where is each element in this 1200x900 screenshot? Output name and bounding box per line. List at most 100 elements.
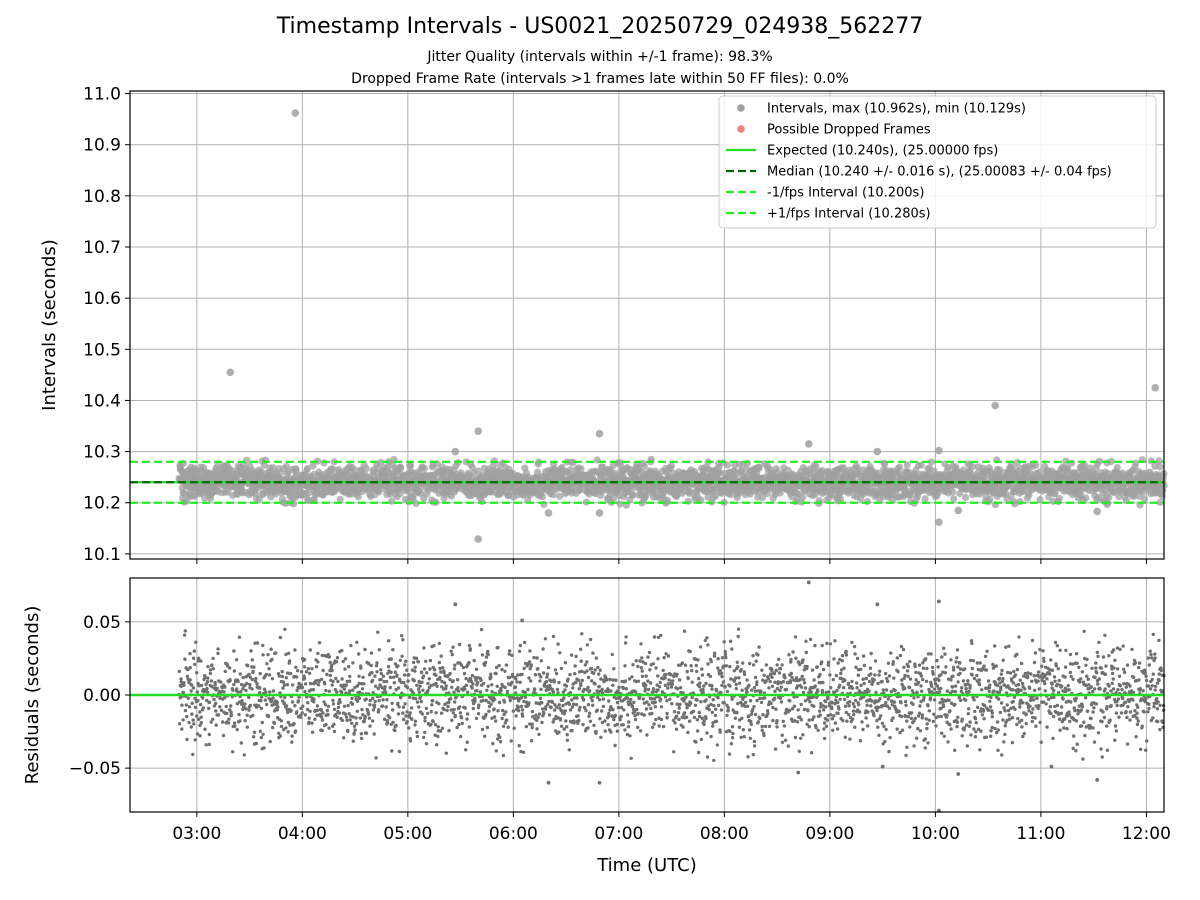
- residual-point: [644, 707, 649, 711]
- residual-point: [474, 716, 479, 721]
- residual-point: [535, 656, 539, 660]
- residual-point: [528, 722, 532, 726]
- residual-point: [681, 691, 685, 695]
- residual-point: [251, 669, 255, 673]
- residual-point: [445, 708, 449, 713]
- interval-point: [420, 464, 428, 472]
- residual-point: [253, 679, 258, 683]
- residual-point: [405, 685, 410, 690]
- residual-point: [559, 666, 564, 671]
- residual-point: [250, 687, 254, 691]
- residual-point: [565, 738, 570, 742]
- residual-point: [491, 741, 495, 746]
- interval-outlier-point: [451, 447, 460, 456]
- interval-point: [758, 494, 767, 502]
- residual-point: [505, 718, 509, 722]
- residual-point: [464, 683, 468, 687]
- residual-point: [359, 732, 363, 736]
- residual-point: [403, 702, 407, 706]
- residual-point: [355, 640, 359, 644]
- residual-point: [282, 683, 287, 687]
- residual-point: [467, 725, 471, 729]
- residual-point: [389, 657, 394, 661]
- residual-point: [358, 690, 362, 694]
- residual-point: [651, 690, 655, 694]
- residual-point: [691, 709, 696, 714]
- residual-point: [514, 677, 518, 681]
- residual-point: [689, 664, 693, 668]
- residual-point: [371, 708, 376, 712]
- residual-point: [232, 682, 236, 687]
- residual-point: [239, 690, 243, 694]
- residual-point: [478, 643, 482, 647]
- residual-point: [497, 663, 501, 668]
- residual-point: [523, 640, 527, 645]
- residual-point: [481, 681, 486, 686]
- residual-point: [204, 743, 208, 747]
- residual-point: [355, 699, 360, 703]
- residual-point: [342, 704, 347, 708]
- residual-point: [575, 696, 579, 700]
- residual-point: [479, 627, 484, 632]
- residual-point: [492, 707, 496, 711]
- residual-point: [652, 722, 656, 726]
- legend-label-3: Median (10.240 +/- 0.016 s), (25.00083 +…: [767, 165, 1112, 180]
- residual-point: [586, 726, 590, 730]
- residual-point: [434, 681, 438, 686]
- residual-point: [350, 721, 354, 725]
- residual-point: [476, 712, 481, 716]
- residual-point: [300, 711, 304, 715]
- residual-point: [686, 730, 690, 735]
- residual-point: [288, 671, 293, 676]
- residual-point: [587, 711, 592, 715]
- residual-point: [433, 723, 438, 727]
- residual-point: [673, 721, 677, 725]
- residual-point: [325, 672, 329, 677]
- residual-point: [183, 708, 188, 713]
- residual-point: [603, 719, 607, 723]
- residual-point: [323, 682, 327, 686]
- residual-point: [363, 715, 367, 719]
- residual-point: [189, 725, 193, 729]
- residual-point: [216, 647, 220, 651]
- residual-point: [510, 653, 514, 657]
- residual-point: [581, 722, 585, 727]
- interval-outlier-point: [935, 518, 943, 526]
- residual-point: [303, 682, 308, 686]
- residual-point: [502, 712, 506, 717]
- residual-point: [520, 672, 524, 677]
- residual-point: [583, 663, 587, 667]
- residual-point: [308, 709, 312, 713]
- residual-point: [579, 683, 583, 688]
- residual-point: [193, 662, 197, 667]
- residual-point: [374, 756, 378, 760]
- residual-point: [262, 746, 266, 750]
- residual-point: [310, 730, 315, 734]
- residual-point: [185, 714, 189, 719]
- residual-point: [452, 690, 456, 694]
- residual-point: [681, 725, 685, 729]
- residual-point: [335, 715, 339, 719]
- residual-point: [439, 711, 444, 715]
- residual-point: [656, 657, 660, 661]
- residual-point: [394, 688, 398, 692]
- interval-point: [282, 462, 291, 470]
- interval-point: [723, 461, 732, 469]
- residual-point: [323, 703, 328, 707]
- interval-point: [640, 462, 648, 470]
- residual-point: [207, 700, 212, 704]
- residual-point: [247, 672, 251, 677]
- residual-point: [655, 683, 659, 687]
- residual-point: [569, 653, 574, 657]
- residual-point: [286, 651, 291, 655]
- residual-point: [616, 705, 621, 710]
- residual-point: [207, 742, 211, 747]
- residual-point: [397, 749, 402, 754]
- legend-label-1: Possible Dropped Frames: [767, 123, 931, 138]
- residual-point: [355, 709, 359, 713]
- interval-point: [1081, 462, 1089, 470]
- residual-point: [371, 719, 375, 723]
- interval-outlier-point: [935, 446, 943, 455]
- residual-point: [607, 699, 611, 703]
